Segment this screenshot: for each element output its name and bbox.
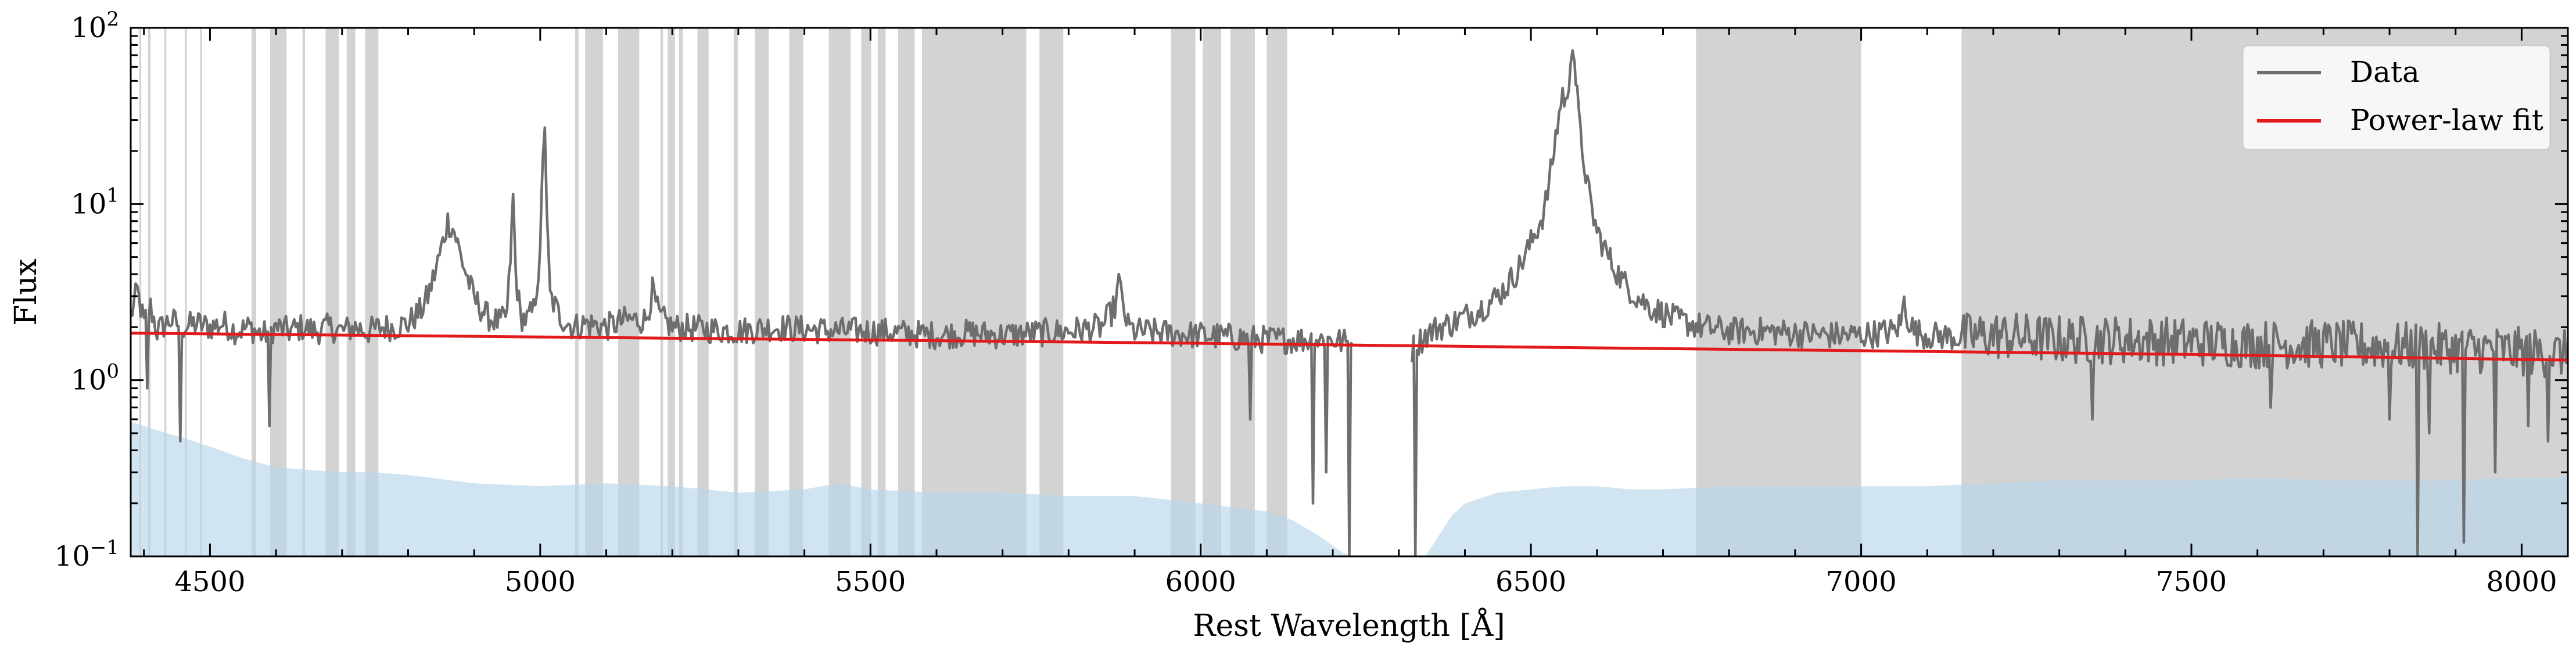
x-tick-label: 5500 (835, 566, 906, 598)
masked-region (1230, 28, 1255, 556)
x-tick-label: 7000 (1825, 566, 1896, 598)
y-tick-base: 10 (71, 12, 106, 44)
masked-region (668, 28, 675, 556)
masked-region (1039, 28, 1064, 556)
data-line (131, 126, 1354, 556)
y-tick-base: 10 (71, 188, 106, 220)
masked-region (1267, 28, 1287, 556)
y-axis-title: Flux (9, 258, 44, 326)
y-tick-exponent: 1 (106, 184, 119, 207)
x-tick-label: 8000 (2486, 566, 2557, 598)
x-tick-label: 7500 (2156, 566, 2227, 598)
plot-area (131, 28, 2568, 556)
legend-label-data: Data (2350, 55, 2420, 89)
plot-frame (130, 27, 2569, 558)
masked-region (789, 28, 803, 556)
masked-region (148, 28, 151, 556)
x-tick-label: 6000 (1165, 566, 1236, 598)
y-tick-label: 10−1 (55, 536, 119, 573)
y-tick-label: 102 (71, 8, 119, 44)
legend: Data Power-law fit (2241, 44, 2552, 151)
y-tick-exponent: 0 (106, 360, 119, 383)
masked-region (660, 28, 663, 556)
masked-region (1171, 28, 1196, 556)
masked-region (618, 28, 640, 556)
masked-region (697, 28, 709, 556)
error-band (131, 422, 2568, 556)
fit-line-group (131, 332, 2568, 362)
masked-region (1696, 28, 1861, 556)
masked-region (346, 28, 356, 556)
x-tick-label: 4500 (174, 566, 245, 598)
masked-region (139, 28, 142, 556)
error-band-group (131, 422, 2568, 556)
masked-region (679, 28, 683, 556)
masked-region (252, 28, 257, 556)
power-law-fit-line (131, 332, 2568, 362)
masked-region (164, 28, 167, 556)
x-axis-title: Rest Wavelength [Å] (1193, 607, 1505, 643)
y-tick-label: 101 (71, 184, 119, 220)
masked-region (1203, 28, 1221, 556)
masked-region (365, 28, 379, 556)
y-tick-base: 10 (71, 364, 106, 397)
masked-region (921, 28, 1027, 556)
masked-regions (139, 28, 2568, 556)
y-tick-exponent: 2 (106, 8, 119, 31)
masked-region (828, 28, 851, 556)
masked-region (755, 28, 769, 556)
x-tick-label: 5000 (505, 566, 576, 598)
y-tick-base: 10 (55, 540, 90, 573)
y-tick-label: 100 (71, 360, 119, 397)
masked-region (185, 28, 187, 556)
masked-region (733, 28, 738, 556)
masked-region (898, 28, 915, 556)
masked-region (575, 28, 579, 556)
masked-region (877, 28, 886, 556)
masked-region (861, 28, 871, 556)
y-tick-exponent: −1 (90, 536, 119, 559)
legend-label-fit: Power-law fit (2350, 103, 2543, 137)
x-tick-label: 6500 (1495, 566, 1566, 598)
masked-region (325, 28, 339, 556)
masked-region (302, 28, 306, 556)
x-axis: 4500 5000 5500 6000 6500 7000 7500 8000 (143, 28, 2557, 598)
masked-region (585, 28, 603, 556)
masked-region (200, 28, 202, 556)
